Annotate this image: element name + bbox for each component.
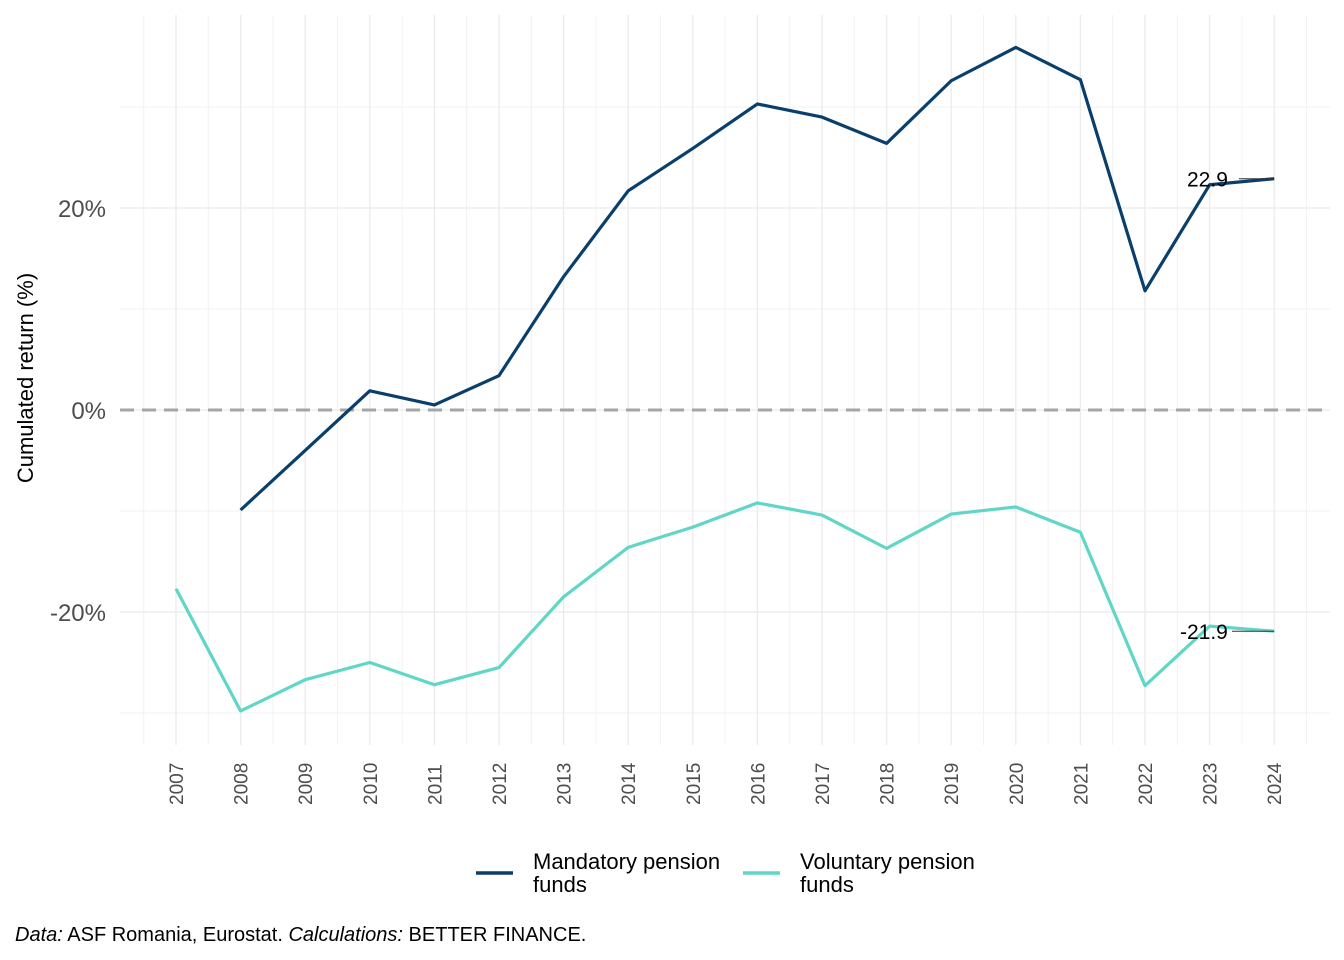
caption-data-label: Data: (15, 924, 63, 946)
legend-label: funds (800, 872, 854, 897)
x-tick-label: 2008 (232, 763, 253, 805)
source-caption: Data: ASF Romania, Eurostat. Calculation… (15, 924, 586, 947)
legend-label: funds (533, 872, 587, 897)
x-tick-label: 2007 (167, 763, 188, 805)
caption-data-text: ASF Romania, Eurostat. (62, 924, 289, 946)
x-tick-label: 2017 (813, 763, 834, 805)
x-tick-label: 2020 (1007, 763, 1028, 805)
x-tick-label: 2022 (1136, 763, 1157, 805)
y-tick-label: 20% (58, 196, 106, 223)
end-value-label: 22.9 (1187, 169, 1228, 192)
y-tick-label: 0% (71, 398, 106, 425)
x-tick-label: 2021 (1071, 763, 1092, 805)
x-tick-label: 2015 (684, 763, 705, 805)
x-tick-label: 2011 (425, 764, 446, 805)
x-tick-label: 2010 (361, 763, 382, 805)
legend-label: Voluntary pension (800, 849, 975, 874)
x-tick-label: 2019 (942, 763, 963, 805)
series-line-mandatory (239, 45, 1275, 512)
end-value-label: -21.9 (1180, 621, 1228, 644)
y-axis-label: Cumulated return (%) (13, 273, 38, 483)
x-tick-label: 2013 (555, 763, 576, 805)
x-tick-label: 2024 (1265, 762, 1286, 805)
caption-calc-text: BETTER FINANCE. (402, 924, 587, 946)
x-tick-label: 2018 (878, 763, 899, 805)
x-tick-label: 2016 (748, 763, 769, 805)
caption-calc-label: Calculations: (288, 924, 403, 946)
legend-label: Mandatory pension (533, 849, 720, 874)
series-line-voluntary (174, 501, 1275, 713)
x-tick-label: 2014 (619, 762, 640, 805)
x-tick-label: 2012 (490, 763, 511, 805)
y-tick-label: -20% (50, 600, 106, 627)
x-tick-label: 2009 (296, 763, 317, 805)
x-tick-label: 2023 (1201, 763, 1222, 805)
